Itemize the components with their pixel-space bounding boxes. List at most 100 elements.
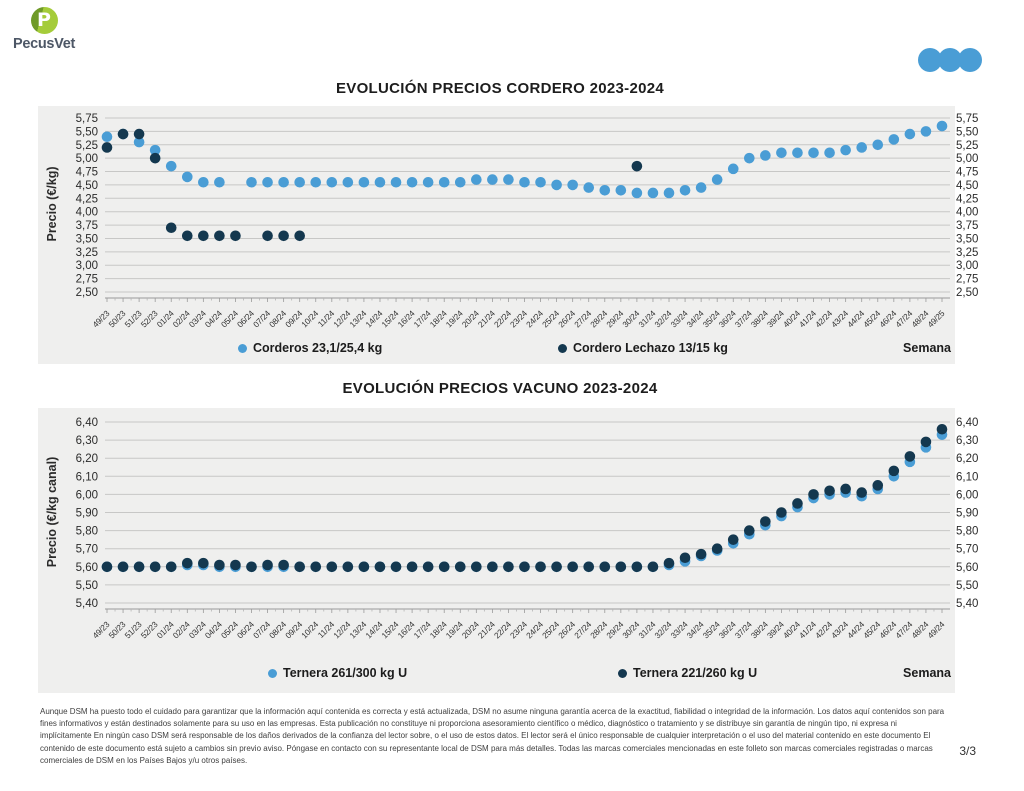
x-tick-label: 35/24 [701,619,722,640]
y-tick-label-left: 5,60 [76,562,98,574]
data-point-series-0 [262,176,273,188]
vacuno-chart-panel: 5,40 5,40 5,50 5,50 5,60 5,60 5,70 5,70 5,80 5,80… [38,408,978,693]
x-tick-label: 38/24 [749,308,770,329]
y-tick-label-left: 3,25 [76,247,98,259]
data-point-series-1 [503,561,514,573]
data-point-series-0 [438,176,450,188]
y-tick-label-left: 5,70 [76,544,98,556]
data-point-series-1 [792,498,803,509]
page-footer: Aunque DSM ha puesto todo el cuidado par… [0,706,1024,767]
data-point-series-0 [567,179,578,191]
y-tick-label-left: 5,50 [76,126,98,138]
y-tick-label-left: 2,50 [76,287,98,299]
legend-swatch-icon [268,668,277,678]
x-tick-label: 51/23 [122,308,143,329]
x-tick-label: 22/24 [492,308,513,329]
x-tick-label: 40/24 [781,308,802,329]
x-tick-label: 30/24 [620,619,641,640]
data-point-series-0 [631,187,643,199]
data-point-series-1 [583,561,595,573]
cordero-chart: 2,50 2,50 2,75 2,75 3,00 3,00 3,25 3,25 3,50 3,50… [38,106,1000,364]
y-tick-label-left: 6,10 [76,471,98,483]
data-point-series-1 [133,128,145,140]
y-tick-label-left: 6,40 [76,417,98,429]
y-tick-label-right: 5,50 [956,126,978,138]
x-tick-label: 47/24 [893,619,914,640]
x-tick-label: 29/24 [604,619,625,640]
y-tick-label-left: 2,75 [76,274,98,286]
data-point-series-0 [727,163,739,175]
data-point-series-0 [679,184,691,196]
data-point-series-0 [374,176,386,188]
data-point-series-1 [856,487,868,498]
y-tick-label-left: 6,00 [76,489,98,501]
x-tick-label: 29/24 [604,308,625,329]
x-tick-label: 50/23 [106,308,127,329]
legend-swatch-icon [238,343,247,353]
x-tick-label: 08/24 [267,619,288,640]
x-tick-label: 39/24 [765,308,786,329]
x-tick-label: 42/24 [813,308,834,329]
data-point-series-1 [278,559,289,571]
data-point-series-1 [165,222,177,234]
x-tick-label: 37/24 [733,308,754,329]
data-point-series-1 [101,142,113,153]
page-number: 3/3 [959,744,976,758]
x-tick-label: 45/24 [861,619,882,640]
data-point-series-1 [149,152,161,164]
x-tick-label: 39/24 [765,619,786,640]
x-tick-label: 49/25 [925,308,946,329]
x-tick-label: 20/24 [460,308,481,329]
data-point-series-0 [615,184,627,196]
disclaimer-text: Aunque DSM ha puesto todo el cuidado par… [40,707,945,765]
y-tick-label-right: 5,25 [956,140,978,152]
x-tick-label: 14/24 [363,619,384,640]
x-tick-label: 10/24 [299,619,320,640]
data-point-series-0 [840,144,851,156]
legend-item: Corderos 23,1/25,4 kg [238,336,382,360]
legend-label: Cordero Lechazo 13/15 kg [573,341,728,355]
x-tick-label: 35/24 [701,308,722,329]
x-tick-label: 32/24 [652,308,673,329]
data-point-series-1 [294,561,305,573]
x-tick-label: 18/24 [428,308,449,329]
data-point-series-1 [262,230,273,242]
legend-swatch-icon [618,668,627,678]
data-point-series-1 [230,230,241,242]
y-tick-label-right: 5,40 [956,598,978,610]
y-tick-label-left: 6,30 [76,435,98,447]
data-point-series-1 [727,534,739,545]
data-point-series-0 [519,176,530,188]
x-tick-label: 20/24 [460,619,481,640]
y-tick-label-left: 4,00 [76,207,98,219]
y-tick-label-right: 4,00 [956,207,978,219]
data-point-series-1 [374,561,386,573]
x-tick-label: 44/24 [845,619,866,640]
vacuno-legend: Ternera 261/300 kg U Ternera 221/260 kg … [38,661,955,685]
x-tick-label: 41/24 [797,619,818,640]
x-tick-label: 50/23 [106,619,127,640]
data-point-series-0 [792,147,803,159]
x-tick-label: 32/24 [652,619,673,640]
legend-label: Ternera 221/260 kg U [633,666,758,680]
x-tick-label: 12/24 [331,308,352,329]
x-tick-label: 43/24 [829,619,850,640]
y-tick-label-left: 5,50 [76,580,98,592]
x-tick-label: 25/24 [540,619,561,640]
data-point-series-1 [165,561,177,573]
y-tick-label-right: 5,80 [956,526,978,538]
x-tick-label: 28/24 [588,619,609,640]
vacuno-chart-title: EVOLUCIÓN PRECIOS VACUNO 2023-2024 [342,380,658,397]
x-tick-label: 48/24 [909,308,930,329]
x-tick-label: 47/24 [893,308,914,329]
data-point-series-1 [744,525,755,536]
data-point-series-1 [406,561,418,573]
y-tick-label-left: 6,20 [76,453,98,465]
data-point-series-1 [872,480,884,491]
x-axis-title: Semana [903,341,951,355]
dot-icon [958,48,982,72]
data-point-series-1 [711,543,723,554]
y-tick-label-right: 6,10 [956,471,978,483]
y-tick-label-left: 4,25 [76,193,98,205]
x-tick-label: 13/24 [347,619,368,640]
